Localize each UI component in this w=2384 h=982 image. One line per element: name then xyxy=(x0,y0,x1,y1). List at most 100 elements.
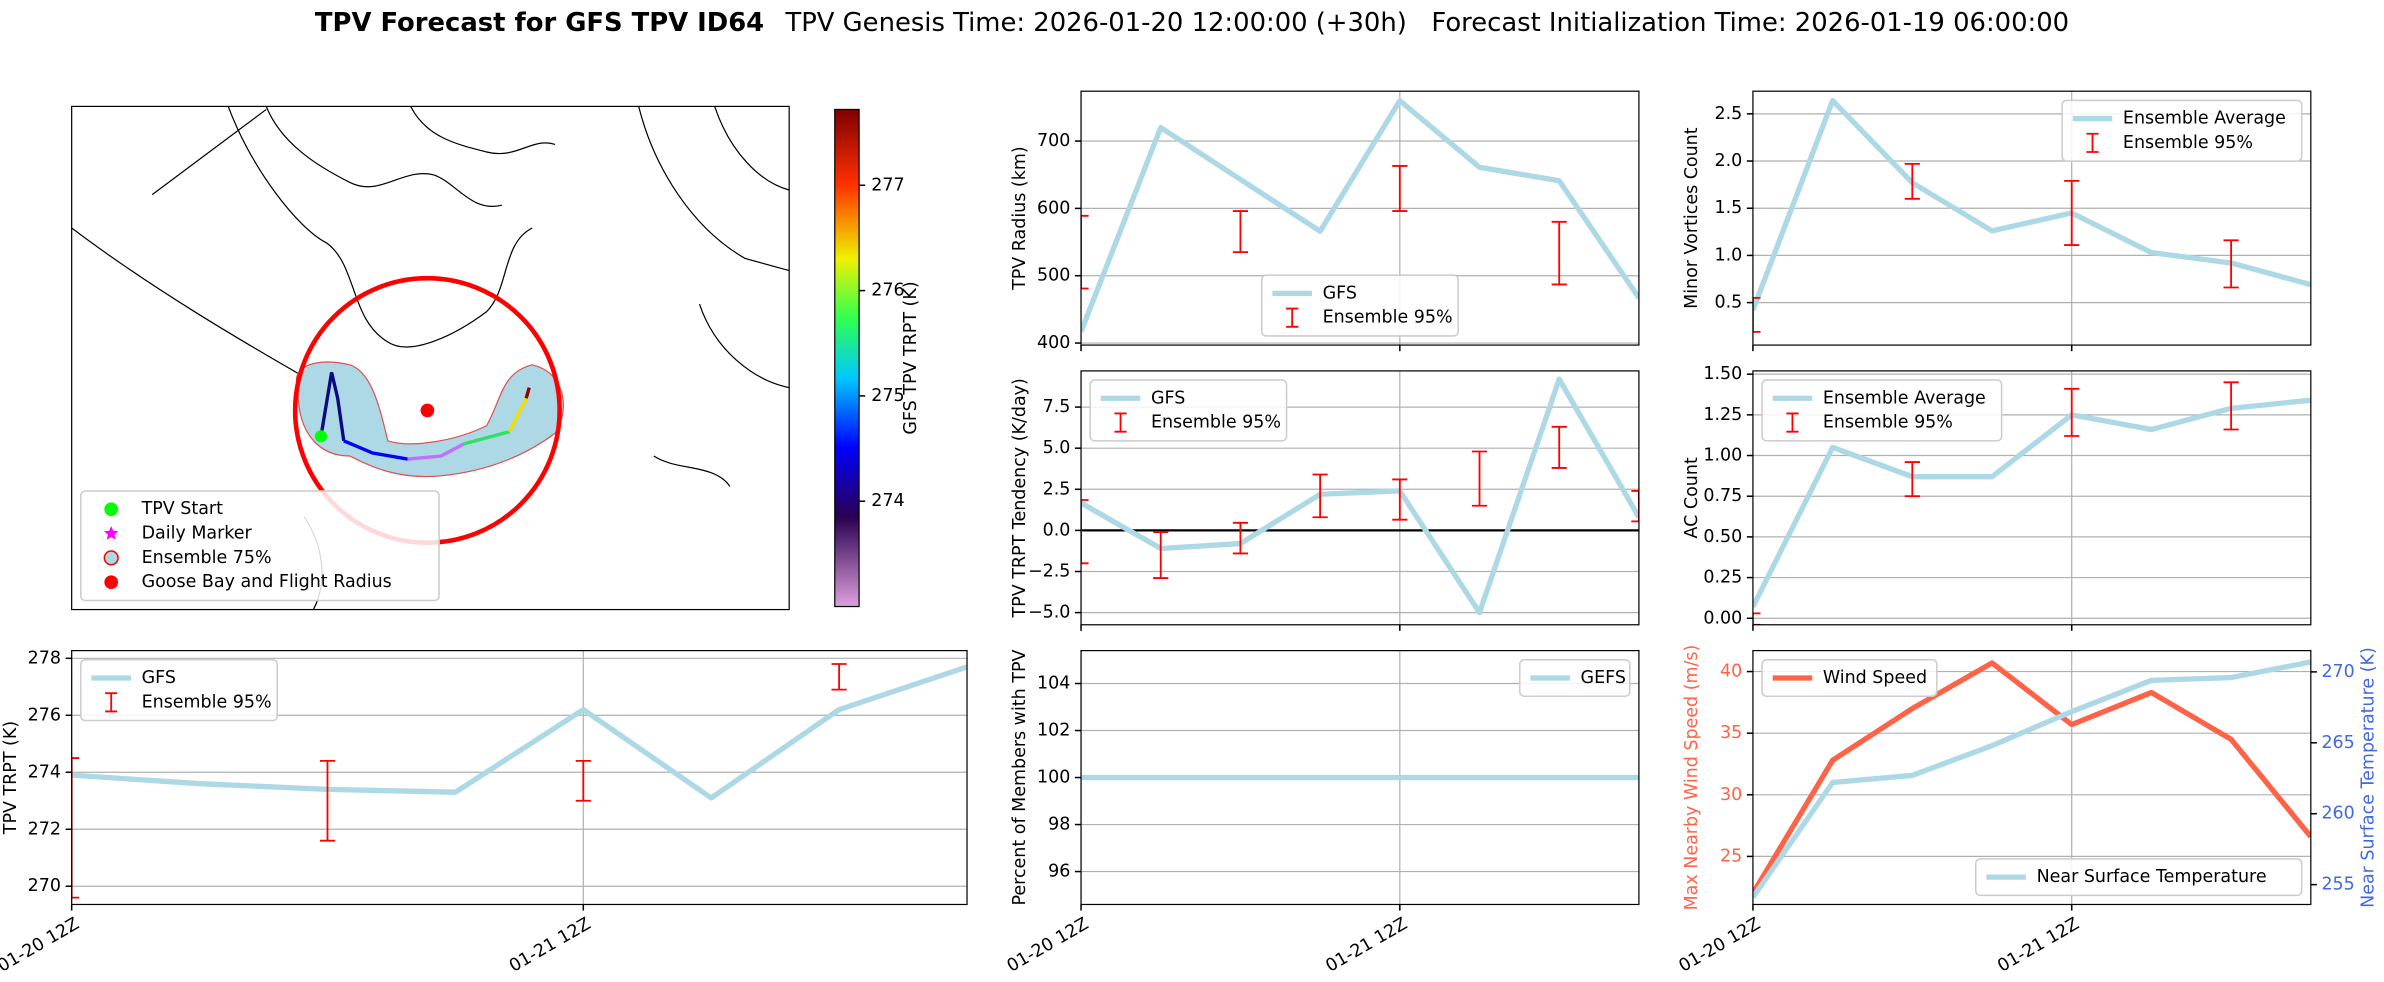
legend-box xyxy=(1089,379,1288,442)
legend-box xyxy=(80,658,278,722)
legend-swatch xyxy=(104,575,119,590)
y-tick-label: 1.0 xyxy=(1715,245,1743,265)
axes-frame xyxy=(1752,90,2312,346)
legend-box xyxy=(80,490,440,602)
legend-swatch xyxy=(104,502,119,517)
y-tick-label: 276 xyxy=(28,705,61,725)
error-bar xyxy=(2223,239,2239,289)
legend-label: Wind Speed xyxy=(1823,668,1927,688)
y2-tick-label: 265 xyxy=(2321,733,2354,753)
x-tick-label: 01-21 12Z xyxy=(506,914,594,977)
legend-label: Goose Bay and Flight Radius xyxy=(142,572,392,592)
legend-label: Ensemble Average xyxy=(1823,388,1986,408)
y-tick-label: 1.00 xyxy=(1703,446,1742,466)
plot-area xyxy=(1081,650,1639,905)
y-tick-label: 1.5 xyxy=(1715,198,1743,218)
legend-label: Ensemble Average xyxy=(2123,109,2286,129)
error-bar xyxy=(1752,612,1761,625)
y-axis-label: Minor Vortices Count xyxy=(1682,127,1702,309)
error-bar xyxy=(575,759,591,802)
error-bar xyxy=(1392,165,1408,212)
legend-swatch xyxy=(103,525,119,540)
y-tick-label: 1.25 xyxy=(1703,405,1742,425)
y-tick-label: 0.5 xyxy=(1715,293,1743,313)
series-line xyxy=(1081,376,1639,616)
legend-label: Near Surface Temperature xyxy=(2037,867,2267,887)
legend-label: Ensemble 95% xyxy=(142,692,272,712)
map-frame xyxy=(71,105,790,611)
x-tick-label: 01-20 12Z xyxy=(1676,914,1764,977)
y-tick-label: 2.5 xyxy=(1715,104,1743,124)
error-bar xyxy=(1232,521,1249,555)
y-tick-label: 700 xyxy=(1037,131,1070,151)
legend-swatch xyxy=(1286,307,1299,328)
legend-label: GFS xyxy=(142,668,176,688)
legend-label: GEFS xyxy=(1581,668,1626,688)
y-tick-label: 104 xyxy=(1037,674,1070,694)
series-line xyxy=(71,664,968,801)
plot-area xyxy=(1752,370,2311,625)
x-tick-label: 01-21 12Z xyxy=(1994,914,2082,977)
legend-label: GFS xyxy=(1151,388,1185,408)
x-tick-label: 01-21 12Z xyxy=(1323,914,1411,977)
legend-label: Ensemble 95% xyxy=(2123,133,2253,153)
y-tick-label: 30 xyxy=(1720,785,1742,805)
y-tick-label: 40 xyxy=(1720,662,1742,682)
y-axis-label: Max Nearby Wind Speed (m/s) xyxy=(1682,645,1702,911)
legend-box xyxy=(2061,99,2303,162)
legend: GFS Ensemble 95% xyxy=(1261,274,1459,337)
legend-swatch xyxy=(103,550,119,566)
error-bar xyxy=(1631,490,1639,523)
series-line xyxy=(1752,659,2311,899)
error-bar xyxy=(2064,179,2080,246)
error-bar xyxy=(1392,478,1408,521)
axes-frame xyxy=(1080,650,1640,906)
legend-label: Daily Marker xyxy=(142,524,253,544)
plot-area xyxy=(1081,91,1639,346)
y-tick-label: 0.25 xyxy=(1703,568,1742,588)
error-bar xyxy=(831,663,847,691)
legend-swatch xyxy=(2086,132,2099,153)
y-tick-label: 0.00 xyxy=(1703,608,1742,628)
y-tick-label: 270 xyxy=(28,876,61,896)
legend-label: GFS xyxy=(1323,283,1357,303)
colorbar-tick-label: 276 xyxy=(871,281,904,301)
y-tick-label: 500 xyxy=(1037,266,1070,286)
y-tick-label: 0.75 xyxy=(1703,486,1742,506)
y-tick-label: 102 xyxy=(1037,721,1070,741)
legend-label: Ensemble 75% xyxy=(142,548,272,568)
error-bar xyxy=(2223,381,2239,431)
error-bar xyxy=(1752,296,1761,333)
colorbar-tick-label: 277 xyxy=(871,175,904,195)
track xyxy=(319,372,531,461)
colorbar-tick-label: 274 xyxy=(871,491,904,511)
y-tick-label: 98 xyxy=(1048,815,1070,835)
legend-box xyxy=(1761,658,1938,697)
legend: Wind Speed xyxy=(1761,658,1938,697)
error-bar xyxy=(1081,499,1089,565)
legend: GFS Ensemble 95% xyxy=(1089,379,1288,442)
series-line xyxy=(1752,397,2311,609)
y-tick-label: −5.0 xyxy=(1028,603,1070,623)
tpv-start xyxy=(314,430,328,443)
error-bar xyxy=(1471,450,1488,507)
plot-area xyxy=(1752,91,2311,346)
subtitle: TPV Genesis Time: 2026-01-20 12:00:00 (+… xyxy=(784,7,2069,37)
y-tick-label: 0.50 xyxy=(1703,527,1742,547)
title: TPV Forecast for GFS TPV ID64 xyxy=(315,7,764,37)
legend: TPV Start Daily Marker Ensemble 75% Goose B… xyxy=(80,490,440,602)
axes-frame xyxy=(1080,90,1640,346)
y-tick-label: 100 xyxy=(1037,768,1070,788)
y-axis-label: Percent of Members with TPV xyxy=(1010,650,1030,906)
legend-label: Ensemble 95% xyxy=(1323,308,1453,328)
legend-label: TPV Start xyxy=(141,499,224,519)
y-tick-label: 5.0 xyxy=(1043,438,1071,458)
axes-frame xyxy=(71,650,968,906)
legend-box xyxy=(1761,379,2003,442)
y-axis-label: AC Count xyxy=(1682,457,1702,538)
plot-area xyxy=(1752,650,2311,905)
error-bar xyxy=(2064,387,2080,437)
legend: GFS Ensemble 95% xyxy=(80,658,278,722)
error-bar xyxy=(1551,220,1567,286)
